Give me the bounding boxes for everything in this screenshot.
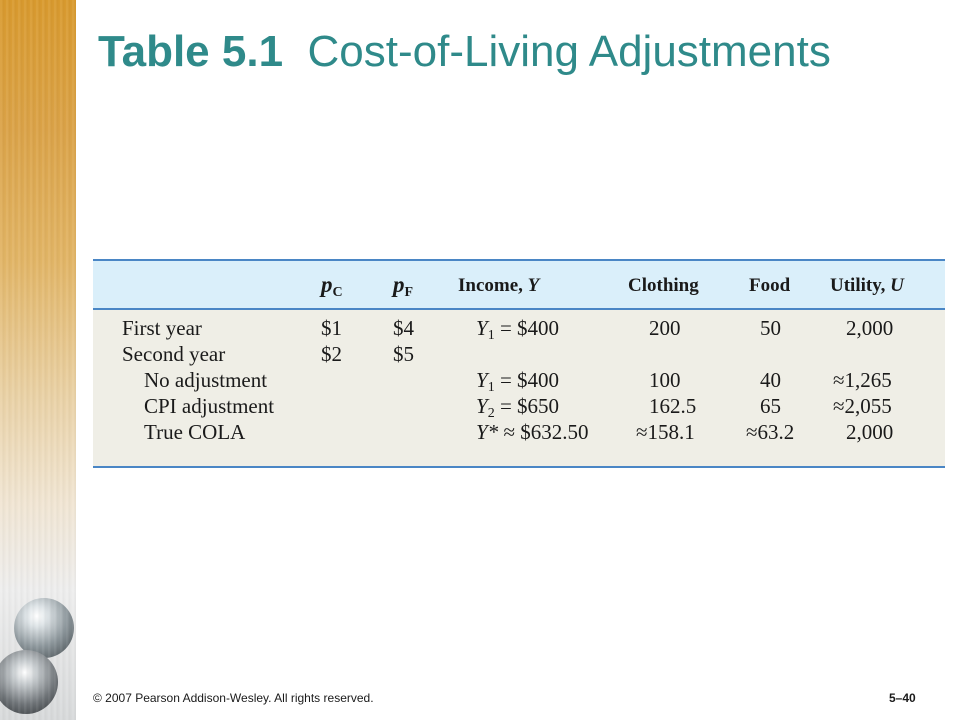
page-number: 5–40 [889, 691, 916, 705]
row-income: Y* ≈ $632.50 [476, 420, 589, 444]
marble-decoration [0, 650, 58, 714]
row-income: Y2 = $650 [476, 394, 560, 421]
row-utility: 2,000 [846, 420, 894, 444]
cola-table: pC pF Income, Y Clothing Food Utility, U [93, 259, 945, 468]
header-price-clothing: pC [321, 272, 343, 300]
title-text: Cost-of-Living Adjustments [307, 27, 831, 76]
decorative-side-strip [0, 0, 76, 720]
row-utility: ≈1,265 [833, 368, 892, 392]
row-food: 50 [760, 316, 781, 340]
row-clothing: 100 [649, 368, 681, 392]
row-utility: ≈2,055 [833, 394, 892, 418]
slide-title: Table 5.1 Cost-of-Living Adjustments [98, 26, 831, 78]
row-clothing: ≈158.1 [636, 420, 695, 444]
row-food: 40 [760, 368, 781, 392]
row-utility: 2,000 [846, 316, 894, 340]
table-number: Table 5.1 [98, 27, 284, 76]
row-price-food: $4 [393, 316, 414, 340]
header-price-food: pF [393, 272, 414, 300]
row-label: Second year [122, 342, 226, 366]
row-clothing: 162.5 [649, 394, 697, 418]
row-income: Y1 = $400 [476, 316, 560, 343]
row-label: True COLA [144, 420, 246, 444]
row-income: Y1 = $400 [476, 368, 560, 395]
header-food: Food [749, 275, 791, 296]
row-label: First year [122, 316, 202, 340]
row-food: 65 [760, 394, 781, 418]
row-clothing: 200 [649, 316, 681, 340]
header-utility: Utility, U [830, 275, 904, 296]
header-clothing: Clothing [628, 275, 699, 296]
table-header-row: pC pF Income, Y Clothing Food Utility, U [93, 261, 945, 310]
row-label: No adjustment [144, 368, 268, 392]
row-label: CPI adjustment [144, 394, 275, 418]
row-food: ≈63.2 [746, 420, 795, 444]
row-price-clothing: $1 [321, 316, 342, 340]
marble-decoration [14, 598, 74, 658]
header-income: Income, Y [458, 275, 540, 296]
row-price-food: $5 [393, 342, 414, 366]
copyright-notice: © 2007 Pearson Addison-Wesley. All right… [93, 691, 374, 705]
row-price-clothing: $2 [321, 342, 342, 366]
